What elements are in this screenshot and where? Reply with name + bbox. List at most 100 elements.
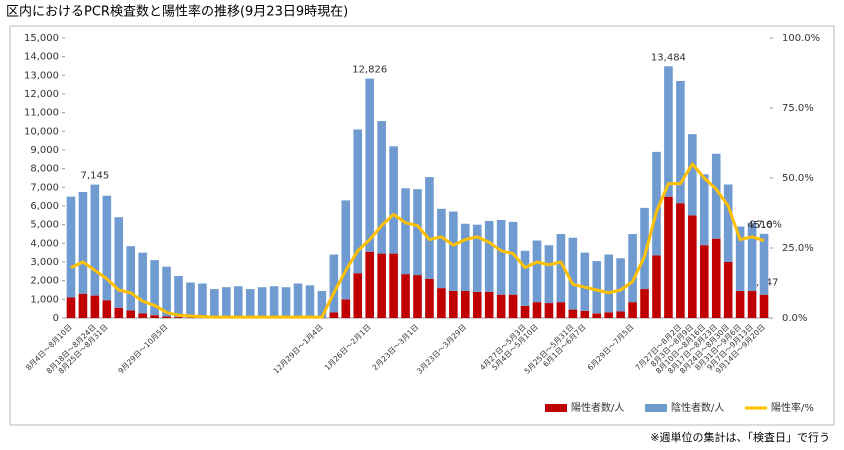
y-tick-label: 10,000 [24, 126, 59, 137]
bar [329, 312, 339, 318]
bar [628, 234, 637, 303]
x-tick-label: 2月23日～3月1日 [371, 322, 421, 372]
bar [150, 315, 159, 318]
bar [580, 252, 590, 311]
y2-tick-label: 0.0% [782, 313, 807, 324]
annotation: 7,145 [81, 171, 110, 182]
bar [723, 262, 733, 318]
bar [138, 252, 147, 314]
x-tick-label: 9月29日～10月5日 [116, 322, 169, 375]
bar [210, 289, 219, 318]
bar [592, 313, 602, 318]
bar [604, 254, 613, 313]
bar [425, 177, 434, 279]
bar [652, 255, 661, 318]
bar [222, 287, 231, 318]
bar [389, 146, 398, 254]
annotation: 12,826 [352, 65, 387, 76]
bar [257, 287, 267, 318]
x-tick-label: 12月29日～1月4日 [272, 322, 325, 375]
bar [460, 290, 470, 318]
bar [556, 302, 566, 318]
y-tick-label: 0 [53, 313, 59, 324]
legend-swatch [645, 404, 667, 412]
bar [102, 195, 112, 301]
bar [580, 310, 590, 318]
chart-frame [9, 25, 835, 426]
bar [604, 312, 613, 318]
bar [114, 307, 124, 318]
bar [664, 66, 673, 197]
bar [365, 251, 375, 318]
legend-label: 陰性者数/人 [671, 401, 724, 414]
bar [723, 184, 733, 262]
bar [568, 237, 578, 310]
bar [496, 220, 506, 295]
annotation: 4510 [747, 220, 772, 231]
y-tick-label: 7,000 [30, 182, 59, 193]
bar [747, 290, 757, 318]
y-tick-label: 12,000 [24, 89, 59, 100]
bar [126, 246, 136, 311]
bar [78, 293, 88, 318]
bar [556, 234, 566, 303]
bar [496, 294, 506, 318]
bar [425, 278, 434, 318]
y-tick-label: 14,000 [24, 52, 59, 63]
bar [233, 286, 243, 318]
bar [508, 221, 518, 295]
bar [688, 215, 697, 318]
x-tick-label: 6月29日～7月5日 [586, 322, 636, 372]
bar [759, 233, 769, 295]
bar [126, 310, 136, 318]
bar [640, 207, 649, 290]
footnote: ※週単位の集計は、「検査日」で行う [650, 430, 830, 444]
bar [66, 297, 76, 318]
bar [162, 266, 171, 317]
bar [711, 238, 721, 318]
bar [460, 223, 470, 291]
bar [401, 274, 410, 318]
bar [365, 78, 375, 252]
bar [174, 317, 183, 318]
y-tick-label: 3,000 [30, 257, 59, 268]
bar [353, 129, 363, 274]
bar [640, 289, 649, 318]
bar [735, 290, 745, 318]
bar [616, 311, 625, 318]
y-tick-label: 9,000 [30, 145, 59, 156]
bar [676, 80, 685, 204]
y-tick-label: 5,000 [30, 220, 59, 231]
legend-label: 陽性率/% [771, 401, 814, 414]
bar [437, 208, 446, 289]
bar [377, 121, 386, 254]
bar [401, 188, 410, 275]
data-label: 27.6% [750, 220, 782, 231]
y-tick-label: 8,000 [30, 164, 59, 175]
y2-tick-label: 75.0% [782, 103, 814, 114]
bar [341, 299, 351, 318]
y2-tick-label: 50.0% [782, 173, 814, 184]
bar [616, 258, 625, 312]
bar [652, 151, 661, 256]
legend-label: 陽性者数/人 [571, 401, 624, 414]
bar [437, 288, 446, 318]
bar [472, 291, 482, 318]
bar [568, 309, 578, 318]
y-tick-label: 11,000 [24, 108, 59, 119]
bar [389, 253, 398, 318]
bar [66, 196, 76, 298]
bar [186, 282, 195, 318]
bar [676, 203, 685, 318]
y-tick-label: 2,000 [30, 276, 59, 287]
legend-swatch [545, 404, 567, 412]
bar [484, 291, 494, 318]
bar [735, 226, 745, 291]
bar [377, 253, 386, 318]
bar [174, 276, 183, 318]
bar [592, 261, 602, 314]
bar [532, 302, 542, 318]
chart-title: 区内におけるPCR検査数と陽性率の推移(9月23日9時現在) [6, 4, 348, 20]
